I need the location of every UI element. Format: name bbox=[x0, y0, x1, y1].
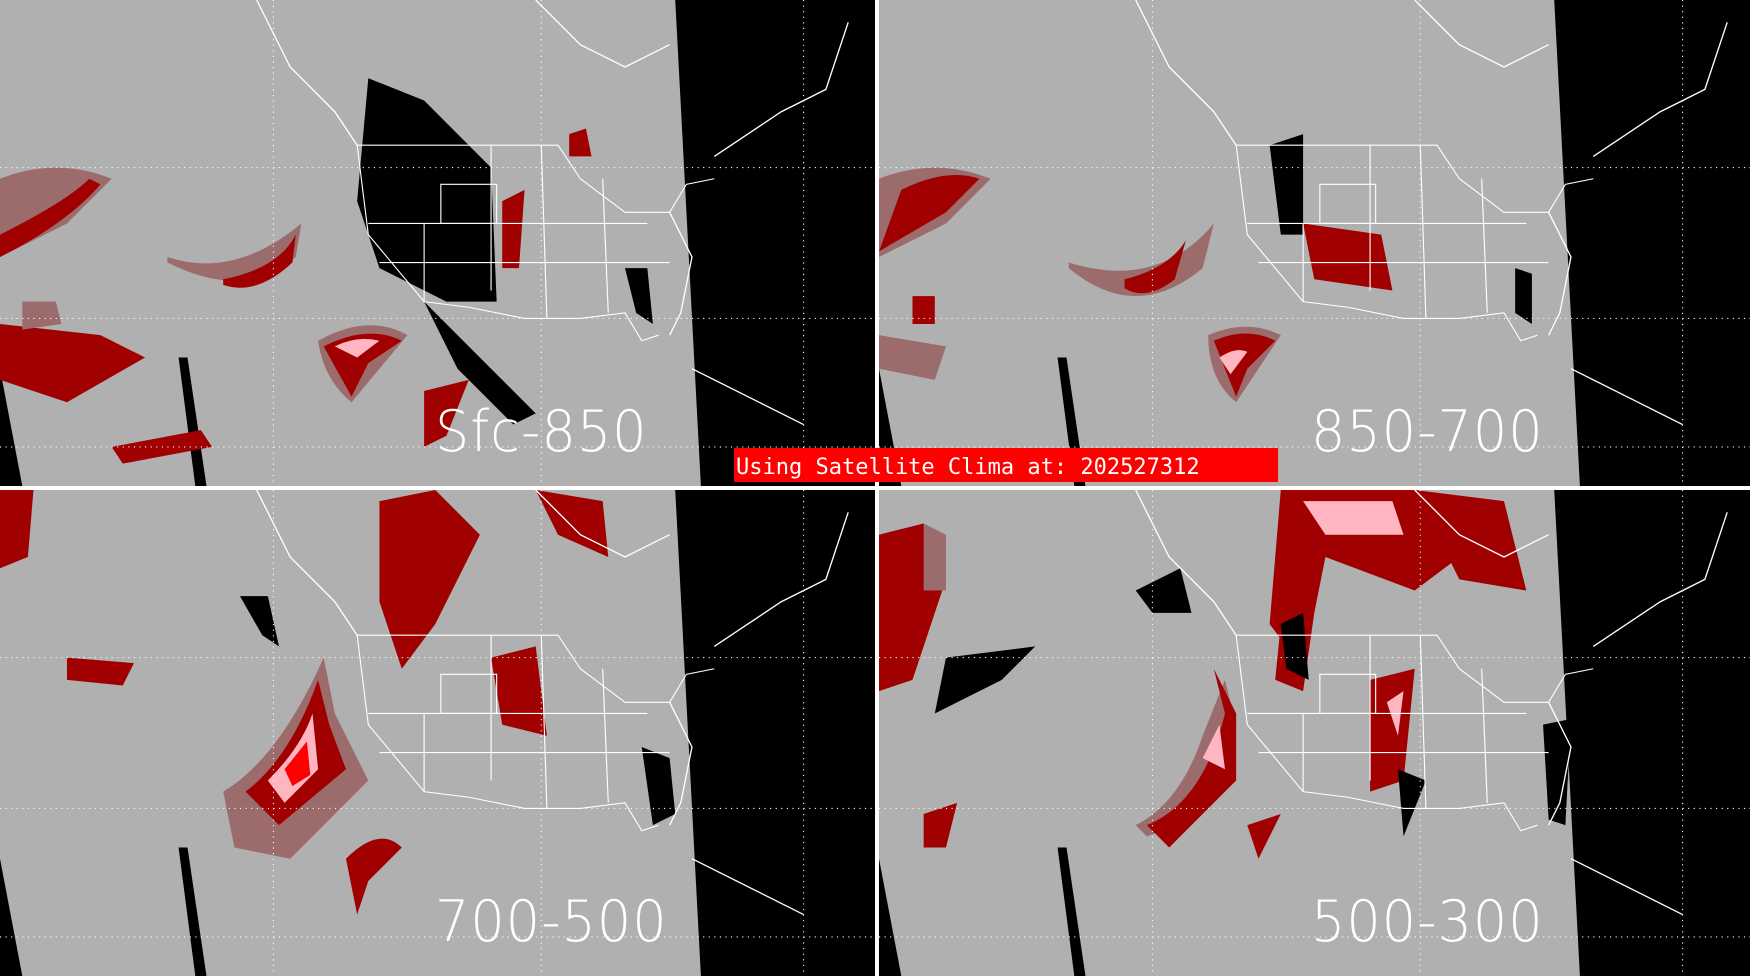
panel-label: 700-500 bbox=[435, 888, 668, 955]
panel-label: 850-700 bbox=[1311, 398, 1544, 465]
cloud-region-clear-black bbox=[357, 78, 497, 302]
coastline bbox=[1414, 490, 1549, 558]
coastline bbox=[1570, 858, 1683, 916]
cloud-region-clear-black bbox=[1269, 134, 1304, 235]
cloud-region-low bbox=[879, 335, 946, 380]
boundary-line bbox=[1419, 145, 1427, 319]
cloud-region-moderate bbox=[0, 324, 146, 403]
boundary-line bbox=[540, 635, 548, 809]
coastline bbox=[256, 490, 358, 636]
map-image bbox=[879, 0, 1750, 486]
boundary-line bbox=[1481, 178, 1488, 313]
cloud-region-clear-black bbox=[934, 646, 1036, 714]
cloud-region-moderate bbox=[1146, 668, 1237, 848]
boundary-line bbox=[1236, 634, 1594, 703]
cloud-region-low bbox=[923, 523, 946, 591]
cloud-region-moderate bbox=[0, 178, 101, 257]
satellite-coverage bbox=[879, 0, 1580, 486]
cloud-region-low bbox=[22, 301, 62, 330]
coastline bbox=[1570, 368, 1683, 426]
cloud-region-moderate bbox=[1124, 240, 1186, 294]
cloud-region-moderate bbox=[424, 379, 469, 447]
cloud-region-clear-black bbox=[239, 596, 280, 647]
coastlines bbox=[1135, 490, 1728, 916]
boundary-line bbox=[1481, 668, 1488, 803]
coastline bbox=[669, 211, 693, 336]
coastline bbox=[1548, 701, 1572, 826]
coastline bbox=[713, 512, 849, 647]
cloud-region-clear-black bbox=[625, 268, 653, 324]
cloud-region-moderate bbox=[1370, 668, 1415, 792]
satellite-coverage bbox=[0, 0, 701, 486]
coastline bbox=[1135, 490, 1237, 636]
map-panel-850-700: 850-700 bbox=[879, 0, 1750, 486]
panel-label: Sfc-850 bbox=[435, 398, 648, 465]
cloud-region-low bbox=[1068, 223, 1214, 297]
scan-gap bbox=[178, 357, 207, 486]
cloud-region-moderate bbox=[345, 838, 402, 915]
boundary-line bbox=[602, 668, 609, 803]
cloud-region-clear-black bbox=[1135, 568, 1192, 613]
cloud-region-clear-black bbox=[424, 301, 536, 425]
cloud-region-clear-black bbox=[1515, 268, 1532, 324]
coastline bbox=[691, 858, 804, 916]
map-image bbox=[0, 0, 875, 486]
scan-gap bbox=[1057, 847, 1086, 976]
boundary-line bbox=[602, 178, 609, 313]
cloud-region-moderate bbox=[379, 490, 480, 669]
cloud-region-moderate bbox=[0, 490, 34, 569]
map-panel-700-500: 700-500 bbox=[0, 490, 875, 976]
coastline bbox=[535, 0, 670, 68]
cloud-region-moderate bbox=[66, 657, 134, 686]
satellite-coverage bbox=[0, 490, 701, 976]
cloud-region-moderate bbox=[223, 234, 296, 288]
boundary-line bbox=[540, 145, 548, 319]
map-panel-sfc-850: Sfc-850 bbox=[0, 0, 875, 486]
boundary-line bbox=[357, 144, 715, 213]
boundary-line bbox=[1419, 635, 1427, 809]
coastline bbox=[691, 368, 804, 426]
cloud-region-moderate bbox=[1247, 814, 1281, 859]
cloud-region-moderate bbox=[1269, 490, 1460, 669]
coastline bbox=[669, 701, 693, 826]
coastline bbox=[1548, 211, 1572, 336]
coastline bbox=[535, 490, 670, 558]
cloud-region-very-high bbox=[334, 338, 380, 358]
coastline bbox=[1592, 512, 1728, 647]
cloud-region-moderate bbox=[1213, 333, 1276, 397]
cloud-region-very-high bbox=[267, 713, 319, 803]
cloud-region-clear-black bbox=[1280, 612, 1309, 680]
cloud-region-moderate bbox=[569, 128, 592, 157]
panel-label: 500-300 bbox=[1311, 888, 1544, 955]
cloud-region-very-high bbox=[1219, 350, 1248, 375]
scan-gap bbox=[178, 847, 207, 976]
map-image bbox=[0, 490, 875, 976]
status-banner: Using Satellite Clima at: 202527312 bbox=[734, 448, 1278, 482]
cloud-region-very-high bbox=[1202, 724, 1225, 770]
boundary-line bbox=[1236, 144, 1594, 213]
coastlines bbox=[256, 490, 849, 916]
cloud-region-moderate bbox=[879, 175, 980, 252]
horizontal-divider bbox=[0, 486, 1750, 490]
cloud-region-clear-black bbox=[1543, 719, 1571, 826]
cloud-region-high bbox=[284, 741, 311, 787]
map-image bbox=[879, 490, 1750, 976]
cloud-region-low bbox=[1135, 679, 1237, 837]
cloud-region-clear-black bbox=[1397, 769, 1426, 837]
cloud-region-moderate bbox=[502, 189, 525, 269]
cloud-region-very-high bbox=[1303, 501, 1404, 535]
cloud-region-moderate bbox=[923, 802, 958, 848]
boundary-line bbox=[357, 634, 715, 703]
map-panel-500-300: 500-300 bbox=[879, 490, 1750, 976]
cloud-region-moderate bbox=[912, 296, 935, 324]
coastline bbox=[1414, 0, 1549, 68]
